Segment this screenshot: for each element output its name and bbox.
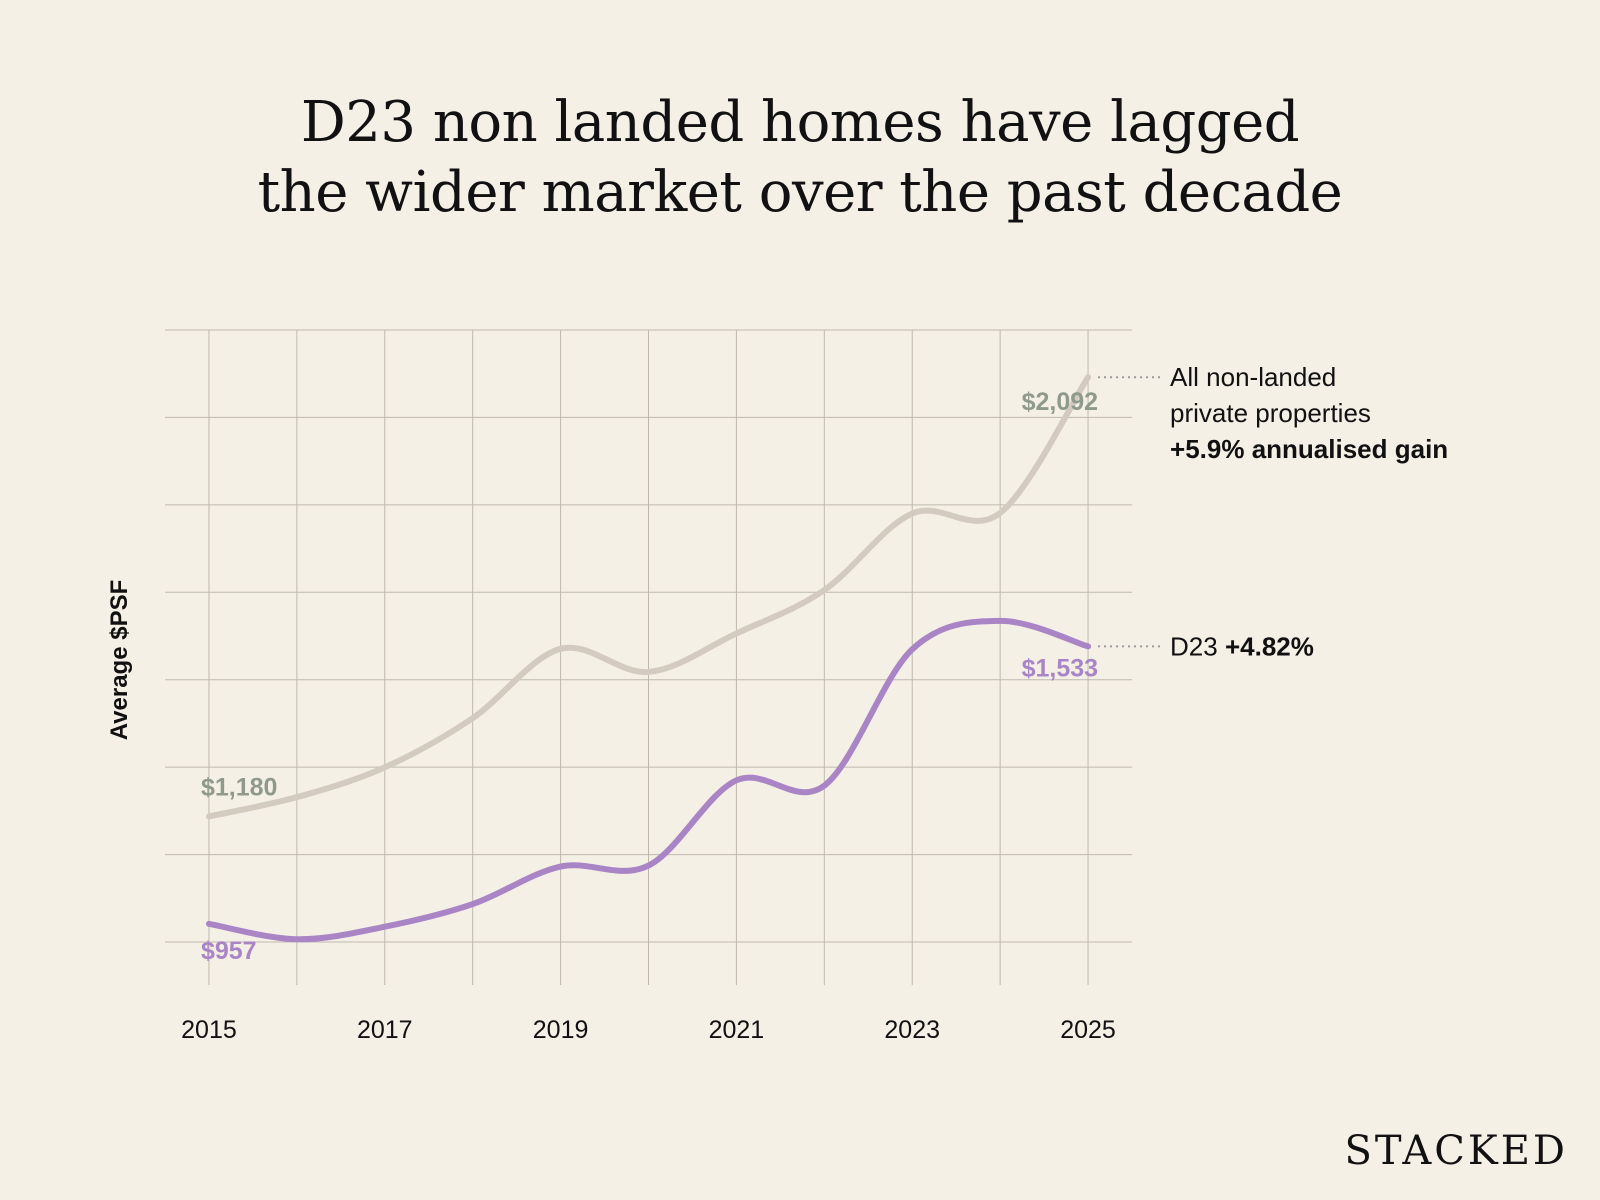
stacked-logo: STACKED (1344, 1128, 1568, 1174)
x-tick-label: 2019 (533, 1016, 589, 1044)
data-label-start: $957 (201, 937, 257, 965)
x-tick-label: 2021 (709, 1016, 765, 1044)
legend-label-line: private properties (1170, 398, 1371, 428)
y-axis-label: Average $PSF (106, 580, 133, 741)
data-label-start: $1,180 (201, 773, 277, 801)
legend-gain: +4.82% (1225, 631, 1314, 661)
legend-label-line: All non-landed (1170, 362, 1336, 392)
x-tick-label: 2017 (357, 1016, 413, 1044)
x-tick-label: 2025 (1060, 1016, 1116, 1044)
chart-title-line-2: the wider market over the past decade (257, 160, 1343, 225)
legend-series-name: D23 (1170, 631, 1225, 661)
chart-title: D23 non landed homes have lagged the wid… (0, 88, 1600, 228)
chart-title-line-1: D23 non landed homes have lagged (300, 90, 1300, 155)
data-label-end: $1,533 (1022, 654, 1098, 682)
series-line-all-non-landed (205, 374, 1092, 820)
legend-label: D23 +4.82% (1170, 631, 1314, 661)
x-tick-label: 2023 (884, 1016, 940, 1044)
series-line-d23 (205, 617, 1092, 943)
x-tick-label: 2015 (181, 1016, 237, 1044)
legend-gain: +5.9% annualised gain (1170, 434, 1448, 464)
data-label-end: $2,092 (1022, 388, 1098, 416)
